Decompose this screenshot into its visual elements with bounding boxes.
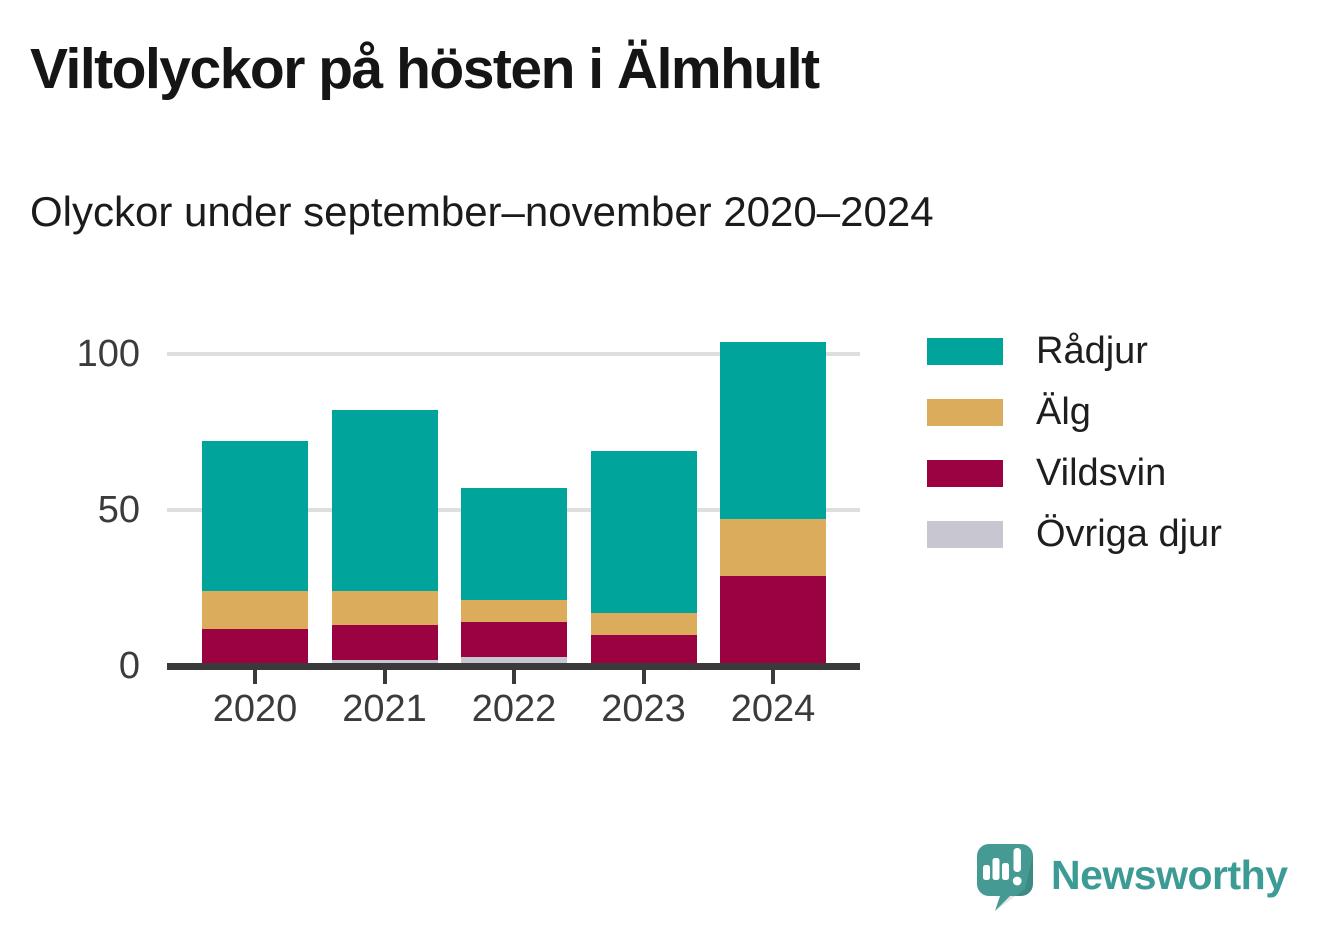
legend-item: Älg bbox=[927, 382, 1222, 443]
bar-segment-2021-Övriga djur bbox=[331, 659, 438, 666]
legend-label: Älg bbox=[1036, 391, 1091, 433]
brand-footer: Newsworthy bbox=[976, 843, 1288, 919]
x-axis-tick bbox=[253, 670, 257, 684]
x-axis-tick bbox=[641, 670, 646, 684]
bar-segment-2023-Vildsvin bbox=[590, 634, 697, 666]
legend: Rådjur Älg Vildsvin Övriga djur bbox=[927, 321, 1222, 565]
legend-item: Rådjur bbox=[927, 321, 1222, 382]
legend-item: Vildsvin bbox=[927, 443, 1222, 504]
legend-swatch-icon bbox=[927, 399, 1003, 426]
x-axis-line bbox=[167, 663, 860, 670]
bar-segment-2022-Älg bbox=[461, 600, 567, 623]
x-axis-tick bbox=[382, 670, 387, 684]
x-axis-tick-label: 2021 bbox=[342, 688, 427, 730]
legend-swatch-icon bbox=[927, 338, 1003, 365]
x-axis-tick-label: 2023 bbox=[601, 688, 686, 730]
bar-segment-2023-Älg bbox=[590, 612, 697, 635]
x-axis-tick-label: 2020 bbox=[212, 688, 298, 730]
x-axis-tick-label: 2022 bbox=[471, 688, 557, 730]
bar-segment-2024-Älg bbox=[720, 519, 826, 576]
x-axis-tick-label: 2024 bbox=[730, 688, 816, 730]
bar-segment-2024-Vildsvin bbox=[720, 575, 826, 666]
bar-segment-2021-Vildsvin bbox=[331, 625, 438, 660]
bar-segment-2022-Rådjur bbox=[461, 488, 567, 601]
bar-segment-2020-Vildsvin bbox=[202, 628, 308, 666]
legend-label: Rådjur bbox=[1036, 330, 1148, 372]
legend-swatch-icon bbox=[927, 460, 1003, 487]
legend-label: Vildsvin bbox=[1036, 452, 1167, 494]
x-axis-tick bbox=[512, 670, 516, 684]
bar-segment-2020-Älg bbox=[202, 591, 308, 629]
chart-subtitle: Olyckor under september–november 2020–20… bbox=[30, 188, 934, 235]
brand-name: Newsworthy bbox=[1051, 852, 1288, 898]
y-axis-tick-label: 0 bbox=[118, 645, 140, 687]
chart-title: Viltolyckor på hösten i Älmhult bbox=[30, 37, 820, 101]
bar-segment-2021-Älg bbox=[331, 591, 438, 626]
bar-segment-2023-Rådjur bbox=[590, 450, 697, 613]
gridline-y100 bbox=[167, 352, 860, 356]
bar-segment-2021-Rådjur bbox=[331, 410, 438, 592]
bar-segment-2020-Rådjur bbox=[202, 441, 308, 592]
legend-swatch-icon bbox=[927, 521, 1003, 548]
bar-segment-2022-Vildsvin bbox=[461, 622, 567, 657]
y-axis-tick-label: 50 bbox=[97, 489, 140, 531]
y-axis-tick-label: 100 bbox=[76, 333, 140, 375]
newsworthy-logo-icon bbox=[977, 844, 1033, 911]
legend-item: Övriga djur bbox=[927, 504, 1222, 565]
x-axis-tick bbox=[771, 670, 775, 684]
bar-segment-2022-Övriga djur bbox=[461, 656, 567, 666]
legend-label: Övriga djur bbox=[1036, 513, 1222, 555]
bar-segment-2024-Rådjur bbox=[720, 341, 826, 520]
